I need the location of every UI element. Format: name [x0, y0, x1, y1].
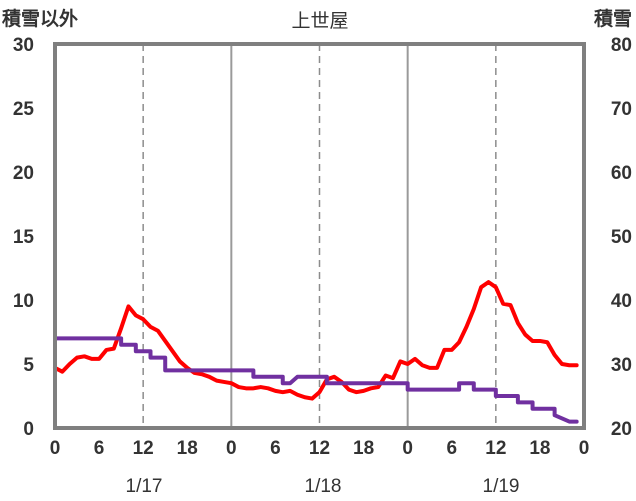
plot-frame — [53, 42, 586, 430]
left-tick-5: 5 — [23, 355, 34, 376]
right-tick-labels: 20 30 40 50 60 70 80 — [611, 35, 632, 440]
x-tick-6: 12 — [309, 438, 330, 459]
x-tick-12: 0 — [579, 438, 590, 459]
left-axis-label: 積雪以外 — [2, 7, 78, 30]
x-tick-5: 6 — [270, 438, 281, 459]
left-tick-10: 10 — [13, 291, 34, 312]
x-tick-labels: 0 6 12 18 0 6 12 18 0 6 12 18 0 — [50, 438, 590, 459]
series-line-2 — [53, 336, 579, 424]
x-tick-4: 0 — [226, 438, 237, 459]
x-tick-0: 0 — [50, 438, 61, 459]
x-tick-9: 6 — [446, 438, 457, 459]
left-tick-20: 20 — [13, 163, 34, 184]
date-label-1-19: 1/19 — [483, 476, 520, 497]
series-line-1 — [53, 280, 579, 401]
x-tick-7: 18 — [353, 438, 374, 459]
x-tick-3: 18 — [177, 438, 198, 459]
right-tick-50: 50 — [611, 227, 632, 248]
x-tick-2: 12 — [133, 438, 154, 459]
right-tick-40: 40 — [611, 291, 632, 312]
left-tick-15: 15 — [13, 227, 35, 248]
right-tick-80: 80 — [611, 35, 632, 56]
right-tick-60: 60 — [611, 163, 632, 184]
x-tick-8: 0 — [402, 438, 413, 459]
x-tick-11: 18 — [529, 438, 550, 459]
left-tick-labels: 0 5 10 15 20 25 30 — [13, 35, 35, 440]
series-layer — [53, 280, 579, 424]
x-tick-1: 6 — [94, 438, 105, 459]
date-label-1-18: 1/18 — [305, 476, 342, 497]
left-tick-30: 30 — [13, 35, 34, 56]
x-tick-10: 12 — [485, 438, 506, 459]
left-tick-0: 0 — [23, 419, 34, 440]
chart-title: 上世屋 — [291, 10, 348, 32]
right-axis-label: 積雪 — [594, 7, 632, 30]
left-tick-25: 25 — [13, 99, 35, 120]
right-tick-20: 20 — [611, 419, 632, 440]
right-tick-30: 30 — [611, 355, 632, 376]
date-label-1-17: 1/17 — [126, 476, 163, 497]
right-tick-70: 70 — [611, 99, 632, 120]
